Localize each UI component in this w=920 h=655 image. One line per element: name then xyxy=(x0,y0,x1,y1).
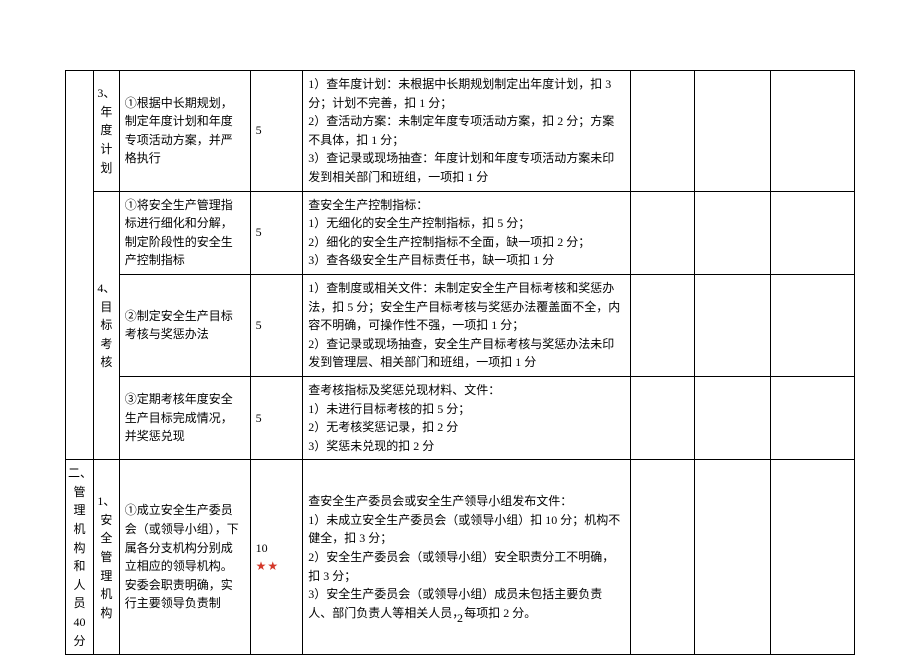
star-icon: ★★ xyxy=(256,559,280,573)
empty-cell xyxy=(630,71,694,192)
score-cell: 5 xyxy=(250,71,303,192)
item-cell: ①根据中长期规划，制定年度计划和年度专项活动方案，并严格执行 xyxy=(119,71,250,192)
subsection-4-label: 4、目标考核 xyxy=(94,191,120,460)
score-value: 10 xyxy=(256,541,268,555)
empty-cell xyxy=(770,274,854,376)
empty-cell xyxy=(630,191,694,274)
table-row: 4、目标考核 ①将安全生产管理指标进行细化和分解，制定阶段性的安全生产控制指标 … xyxy=(66,191,855,274)
item-cell: ③定期考核年度安全生产目标完成情况，并奖惩兑现 xyxy=(119,376,250,459)
item-cell: ②制定安全生产目标考核与奖惩办法 xyxy=(119,274,250,376)
table-row: ③定期考核年度安全生产目标完成情况，并奖惩兑现 5 查考核指标及奖惩兑现材料、文… xyxy=(66,376,855,459)
empty-cell xyxy=(630,274,694,376)
criteria-cell: 查安全生产控制指标：1）无细化的安全生产控制指标，扣 5 分；2）细化的安全生产… xyxy=(303,191,630,274)
table-row: ②制定安全生产目标考核与奖惩办法 5 1）查制度或相关文件：未制定安全生产目标考… xyxy=(66,274,855,376)
table-row: 3、年度计划 ①根据中长期规划，制定年度计划和年度专项活动方案，并严格执行 5 … xyxy=(66,71,855,192)
empty-cell xyxy=(770,376,854,459)
subsection-3-label: 3、年度计划 xyxy=(94,71,120,192)
page-number: 2 xyxy=(0,611,920,626)
empty-cell xyxy=(770,71,854,192)
item-cell: ①将安全生产管理指标进行细化和分解，制定阶段性的安全生产控制指标 xyxy=(119,191,250,274)
evaluation-table: 3、年度计划 ①根据中长期规划，制定年度计划和年度专项活动方案，并严格执行 5 … xyxy=(65,70,855,655)
empty-cell xyxy=(694,274,770,376)
empty-cell xyxy=(694,71,770,192)
score-cell: 5 xyxy=(250,376,303,459)
criteria-cell: 1）查制度或相关文件：未制定安全生产目标考核和奖惩办法，扣 5 分；安全生产目标… xyxy=(303,274,630,376)
section-1-cell xyxy=(66,71,94,460)
empty-cell xyxy=(630,376,694,459)
empty-cell xyxy=(770,191,854,274)
empty-cell xyxy=(694,191,770,274)
empty-cell xyxy=(694,376,770,459)
score-cell: 5 xyxy=(250,274,303,376)
criteria-cell: 1）查年度计划：未根据中长期规划制定出年度计划，扣 3 分；计划不完善，扣 1 … xyxy=(303,71,630,192)
criteria-cell: 查考核指标及奖惩兑现材料、文件：1）未进行目标考核的扣 5 分；2）无考核奖惩记… xyxy=(303,376,630,459)
score-cell: 5 xyxy=(250,191,303,274)
